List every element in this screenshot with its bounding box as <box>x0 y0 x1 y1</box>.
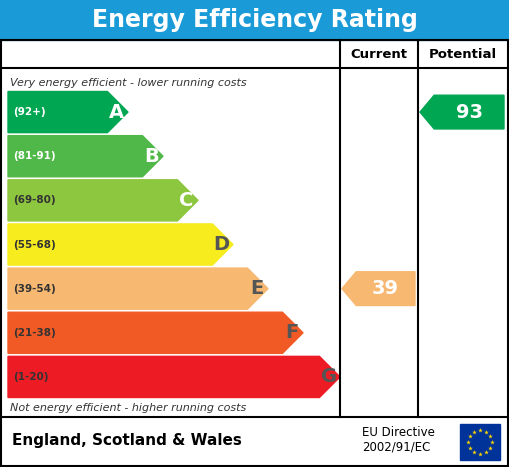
Text: Current: Current <box>351 48 408 61</box>
Polygon shape <box>8 92 128 133</box>
Polygon shape <box>8 224 233 265</box>
Text: F: F <box>285 323 298 342</box>
Text: A: A <box>109 103 124 121</box>
Polygon shape <box>8 356 340 397</box>
Polygon shape <box>342 272 415 305</box>
Text: 93: 93 <box>456 103 483 121</box>
Text: (21-38): (21-38) <box>13 328 56 338</box>
Text: E: E <box>250 279 263 298</box>
Text: Not energy efficient - higher running costs: Not energy efficient - higher running co… <box>10 403 246 413</box>
Polygon shape <box>8 135 163 177</box>
Bar <box>0 0 509 40</box>
Text: Energy Efficiency Rating: Energy Efficiency Rating <box>92 8 417 32</box>
Polygon shape <box>8 180 198 221</box>
Text: (55-68): (55-68) <box>13 240 56 249</box>
Text: England, Scotland & Wales: England, Scotland & Wales <box>12 432 242 447</box>
Text: (92+): (92+) <box>13 107 46 117</box>
Text: Very energy efficient - lower running costs: Very energy efficient - lower running co… <box>10 78 247 88</box>
Text: (69-80): (69-80) <box>13 195 55 205</box>
Polygon shape <box>8 268 268 309</box>
Text: EU Directive
2002/91/EC: EU Directive 2002/91/EC <box>362 426 435 454</box>
Text: G: G <box>321 368 337 386</box>
Text: 39: 39 <box>372 279 399 298</box>
Text: (1-20): (1-20) <box>13 372 48 382</box>
Polygon shape <box>420 95 504 129</box>
Text: (81-91): (81-91) <box>13 151 55 161</box>
Text: (39-54): (39-54) <box>13 283 56 294</box>
Polygon shape <box>8 312 303 354</box>
Text: Potential: Potential <box>429 48 497 61</box>
Text: B: B <box>145 147 159 166</box>
Bar <box>460 424 500 460</box>
Text: C: C <box>180 191 194 210</box>
Text: D: D <box>214 235 230 254</box>
